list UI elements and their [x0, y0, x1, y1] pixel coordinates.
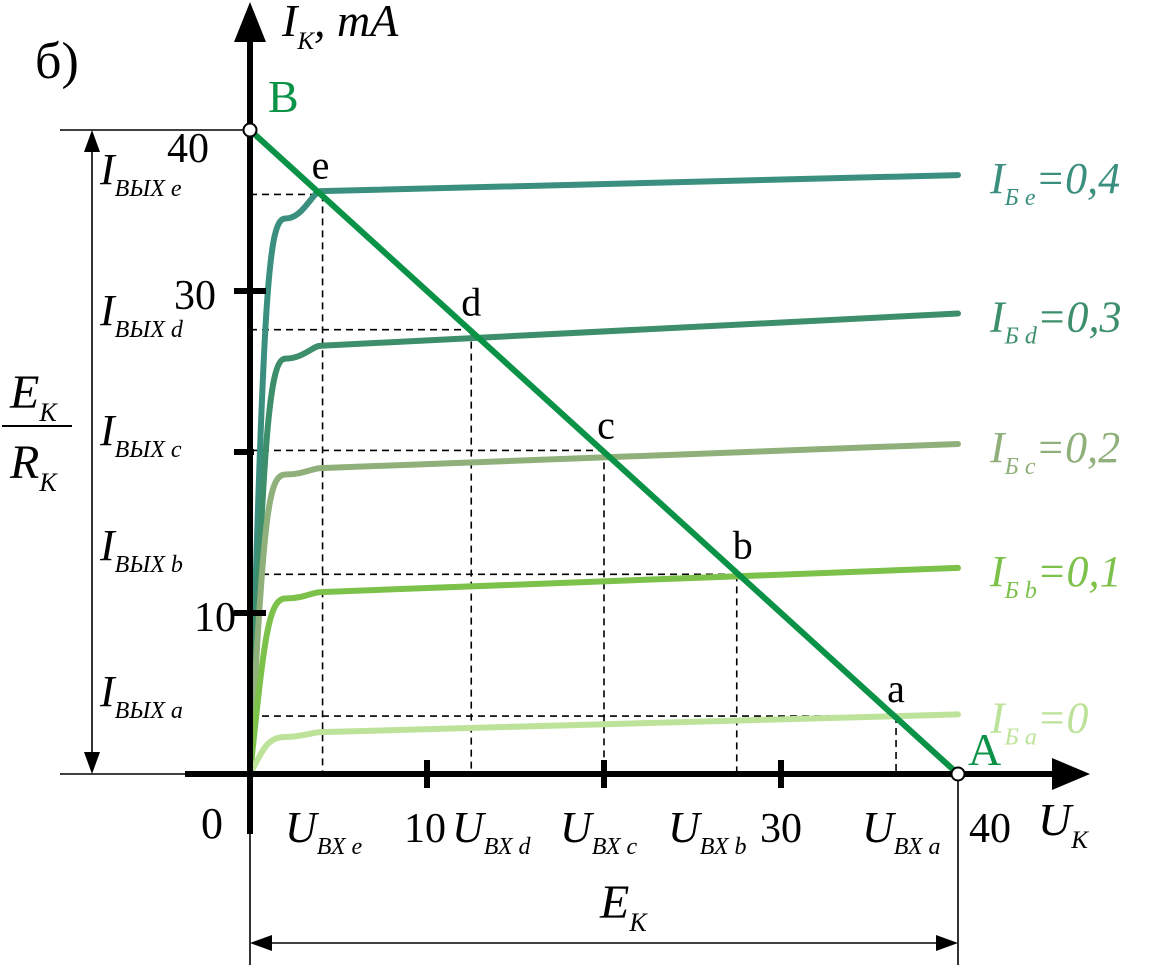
- load-endpoint-0: [242, 122, 258, 138]
- in-voltage-label-a: UВХ a: [862, 803, 941, 860]
- dim-y-arrow-top: [84, 130, 100, 152]
- point-A-label: A: [968, 724, 1001, 775]
- y-tick-label-1: 30: [174, 273, 216, 319]
- x-axis-arrow: [1052, 758, 1090, 790]
- op-point-label-c: c: [597, 402, 615, 447]
- y-tick-label-0: 10: [194, 595, 236, 641]
- panel-label: б): [35, 33, 79, 90]
- dim-x-label: EК: [599, 876, 648, 937]
- series-label-3: IБ b=0,1: [989, 547, 1122, 604]
- dim-x-arrow-right: [936, 935, 958, 951]
- series-curve-2: [247, 440, 961, 777]
- series-curve-3: [247, 564, 961, 777]
- dim-y-denominator: RК: [9, 436, 58, 497]
- dimension-lines: [60, 129, 959, 965]
- out-current-label-e: IВЫХ e: [99, 145, 182, 202]
- series-label-0: IБ e=0,4: [989, 154, 1120, 211]
- in-voltage-label-e: UВХ e: [285, 803, 363, 860]
- y-axis-arrow: [234, 2, 266, 42]
- projection-dashed-lines: [250, 193, 897, 774]
- characteristic-curves: [247, 127, 961, 777]
- series-curve-4: [247, 711, 961, 777]
- dim-y-arrow-bottom: [84, 752, 100, 774]
- out-current-label-b: IВЫХ b: [99, 521, 183, 578]
- dim-y-numerator: EК: [9, 366, 58, 427]
- out-current-label-c: IВЫХ c: [99, 406, 182, 463]
- x-axis-title: UК: [1038, 794, 1089, 854]
- in-voltage-label-b: UВХ b: [668, 803, 747, 860]
- in-voltage-label-c: UВХ c: [560, 803, 638, 860]
- op-point-label-b: b: [733, 522, 753, 567]
- y-tick-label-2: 40: [167, 126, 209, 172]
- point-B-label: B: [268, 71, 299, 122]
- series-label-1: IБ d=0,3: [989, 293, 1122, 350]
- chart-labels: IБ e=0,4 IБ d=0,3 IБ c=0,2 IБ b=0,1 IБ a=0 10…: [2, 0, 1122, 937]
- axes: [185, 2, 1090, 834]
- op-point-label-d: d: [461, 280, 481, 325]
- out-current-label-d: IВЫХ d: [99, 286, 184, 343]
- op-point-label-a: a: [887, 666, 905, 711]
- x-tick-label-1: 30: [760, 806, 802, 852]
- series-label-4: IБ a=0: [989, 693, 1089, 750]
- op-point-label-e: e: [312, 142, 330, 187]
- dim-x-arrow-left: [250, 935, 272, 951]
- x-tick-label-0: 10: [404, 806, 446, 852]
- out-current-label-a: IВЫХ a: [99, 667, 183, 724]
- series-curve-0: [247, 172, 961, 777]
- load-endpoint-1: [950, 766, 966, 782]
- origin-label: 0: [201, 799, 223, 848]
- x-tick-label-2: 40: [969, 806, 1011, 852]
- in-voltage-label-d: UВХ d: [452, 803, 532, 860]
- series-label-2: IБ c=0,2: [989, 423, 1120, 480]
- y-axis-title: IК, mA: [281, 0, 399, 55]
- load-line: [247, 127, 961, 777]
